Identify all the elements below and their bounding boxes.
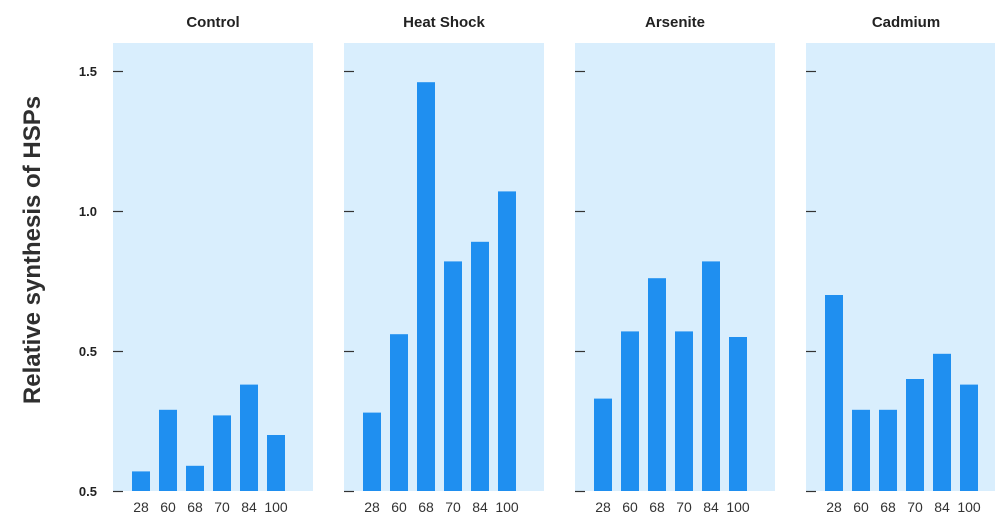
bar: [363, 412, 381, 491]
x-tick-label: 100: [726, 499, 750, 515]
bar: [213, 415, 231, 491]
x-tick-label: 70: [907, 499, 923, 515]
bar: [240, 384, 258, 491]
bar: [879, 409, 897, 491]
x-tick-label: 28: [364, 499, 380, 515]
y-tick-label: 1.5: [79, 64, 97, 79]
bar: [186, 465, 204, 491]
panel-title: Control: [186, 14, 239, 31]
x-tick-label: 70: [445, 499, 461, 515]
x-tick-label: 84: [241, 499, 257, 515]
bar: [933, 353, 951, 491]
bar: [417, 82, 435, 491]
bar: [729, 337, 747, 491]
x-tick-label: 84: [472, 499, 488, 515]
x-tick-label: 68: [880, 499, 896, 515]
bar: [159, 409, 177, 491]
bar: [825, 295, 843, 491]
bar: [621, 331, 639, 491]
bar: [852, 409, 870, 491]
bar: [267, 435, 285, 491]
panel-title: Cadmium: [872, 14, 940, 31]
x-tick-label: 68: [187, 499, 203, 515]
bar: [648, 278, 666, 491]
panel-title: Arsenite: [645, 14, 705, 31]
bar: [594, 398, 612, 491]
x-tick-label: 60: [622, 499, 638, 515]
x-tick-label: 84: [934, 499, 950, 515]
x-tick-label: 68: [649, 499, 665, 515]
x-tick-label: 70: [676, 499, 692, 515]
y-tick-label: 0.5: [79, 484, 97, 499]
bar: [444, 261, 462, 491]
bar: [960, 384, 978, 491]
x-tick-label: 28: [133, 499, 149, 515]
x-tick-label: 84: [703, 499, 719, 515]
x-tick-label: 60: [391, 499, 407, 515]
y-tick-label: 1.0: [79, 204, 97, 219]
panel-title: Heat Shock: [403, 14, 485, 31]
x-tick-label: 60: [853, 499, 869, 515]
x-tick-label: 100: [957, 499, 981, 515]
bar: [906, 379, 924, 491]
x-tick-label: 28: [595, 499, 611, 515]
bar: [675, 331, 693, 491]
x-tick-label: 100: [264, 499, 288, 515]
x-tick-label: 60: [160, 499, 176, 515]
bar: [471, 241, 489, 491]
x-tick-label: 70: [214, 499, 230, 515]
x-tick-label: 100: [495, 499, 519, 515]
bar: [498, 191, 516, 491]
y-tick-label: 0.5: [79, 344, 97, 359]
x-tick-label: 68: [418, 499, 434, 515]
bar: [702, 261, 720, 491]
bar: [390, 334, 408, 491]
x-tick-label: 28: [826, 499, 842, 515]
bar: [132, 471, 150, 491]
